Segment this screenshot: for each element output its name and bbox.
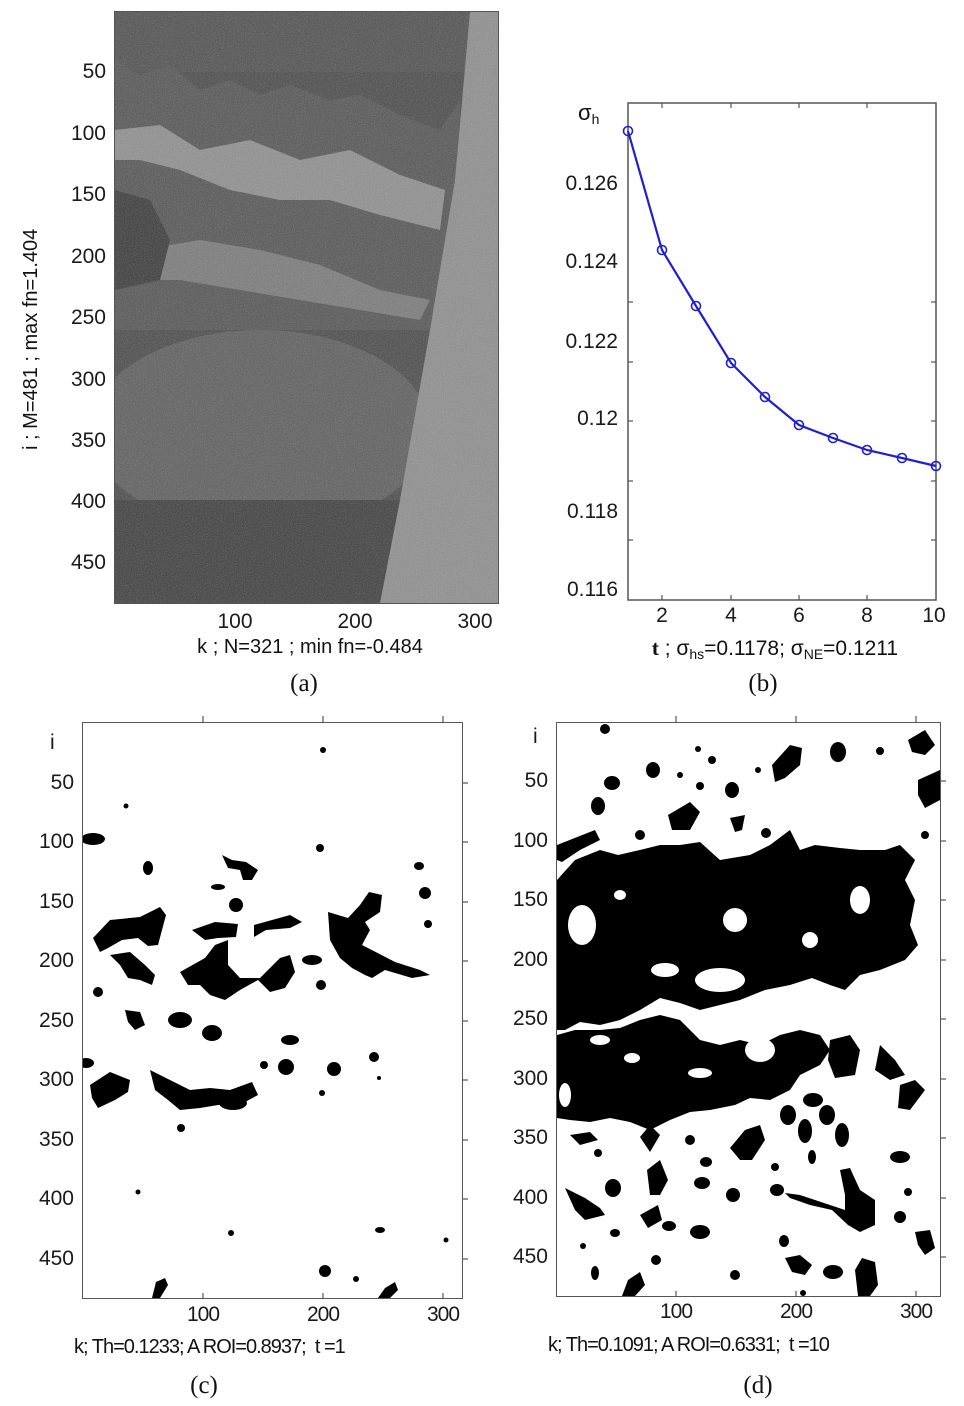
y-tick-b: 0.122 — [565, 330, 618, 353]
x-tick-a: 200 — [337, 610, 373, 633]
xlabel-sub: NE — [803, 646, 824, 662]
y-tick-c: 100 — [38, 830, 74, 853]
y-tick-c: 50 — [50, 771, 74, 794]
y-axis-label-c: i — [50, 731, 55, 754]
xlabel-sub: hs — [689, 646, 705, 662]
x-tick-c: 200 — [306, 1303, 340, 1326]
noisy-image — [115, 12, 498, 603]
axes-frame-c — [82, 722, 463, 1299]
line-chart-b — [622, 102, 942, 601]
y-tick-d: 300 — [512, 1067, 548, 1090]
y-tick-d: 150 — [512, 888, 548, 911]
xlabel-part: =0.1211 — [823, 637, 899, 660]
caption-a: (a) — [290, 670, 318, 697]
y-tick-d: 350 — [512, 1126, 548, 1149]
x-tick-b: 2 — [656, 604, 668, 627]
y-tick-c: 350 — [38, 1128, 74, 1151]
y-tick-a: 200 — [70, 245, 106, 268]
xlabel-text: k; Th=0.1091; A ROI=0.6331; — [548, 1334, 781, 1356]
x-axis-label-d: k; Th=0.1091; A ROI=0.6331; t =10 — [548, 1334, 964, 1357]
y-axis-label-d: i — [533, 725, 538, 748]
y-tick-b: 0.116 — [567, 578, 618, 601]
t-value: t =1 — [314, 1336, 346, 1358]
y-tick-d: 400 — [512, 1186, 548, 1209]
y-tick-d: 50 — [524, 769, 548, 792]
axes-frame-a — [114, 11, 499, 604]
y-tick-a: 350 — [70, 429, 106, 452]
y-tick-c: 150 — [38, 890, 74, 913]
y-tick-c: 400 — [38, 1187, 74, 1210]
y-tick-a: 100 — [70, 122, 106, 145]
xlabel-part: ; σ — [658, 637, 690, 660]
x-tick-a: 300 — [457, 610, 493, 633]
caption-d: (d) — [743, 1372, 773, 1399]
y-tick-a: 150 — [70, 183, 106, 206]
x-axis-label-c: k; Th=0.1233; A ROI=0.8937; t =1 — [74, 1336, 474, 1359]
t-value: t =10 — [788, 1334, 830, 1356]
sigma-subscript: h — [591, 111, 600, 127]
y-tick-b: 0.126 — [565, 172, 618, 195]
y-tick-a: 400 — [70, 490, 106, 513]
y-tick-c: 200 — [38, 949, 74, 972]
y-tick-b: 0.118 — [567, 500, 618, 523]
x-tick-b: 8 — [861, 604, 873, 627]
axes-frame-d — [556, 722, 941, 1297]
y-tick-d: 200 — [512, 948, 548, 971]
x-axis-label-a: k ; N=321 ; min fn=-0.484 — [197, 636, 423, 658]
y-tick-a: 300 — [70, 368, 106, 391]
x-tick-c: 300 — [426, 1303, 460, 1326]
xlabel-part: =0.1178; σ — [704, 637, 804, 660]
x-tick-b: 4 — [725, 604, 737, 627]
y-axis-label-b: σh — [578, 100, 599, 127]
y-tick-d: 100 — [512, 829, 548, 852]
xlabel-text: k; Th=0.1233; A ROI=0.8937; — [74, 1336, 307, 1358]
y-tick-d: 450 — [512, 1245, 548, 1268]
x-tick-d: 100 — [659, 1300, 693, 1323]
y-tick-c: 250 — [38, 1009, 74, 1032]
y-tick-c: 300 — [38, 1068, 74, 1091]
caption-c: (c) — [190, 1372, 218, 1399]
x-axis-label-b: t ; σhs=0.1178; σNE=0.1211 — [610, 636, 940, 662]
x-tick-a: 100 — [217, 610, 253, 633]
y-tick-b: 0.12 — [577, 407, 618, 430]
t-symbol: t — [651, 636, 659, 660]
y-tick-a: 50 — [82, 60, 106, 83]
y-tick-b: 0.124 — [565, 250, 618, 273]
x-tick-b: 10 — [922, 604, 946, 627]
x-tick-d: 200 — [779, 1300, 813, 1323]
x-tick-d: 300 — [899, 1300, 933, 1323]
x-tick-b: 6 — [793, 604, 805, 627]
x-tick-c: 100 — [186, 1303, 220, 1326]
caption-b: (b) — [748, 670, 778, 697]
y-tick-d: 250 — [512, 1007, 548, 1030]
y-tick-a: 250 — [70, 306, 106, 329]
y-tick-a: 450 — [70, 551, 106, 574]
sigma-symbol: σ — [578, 100, 592, 125]
y-tick-c: 450 — [38, 1247, 74, 1270]
